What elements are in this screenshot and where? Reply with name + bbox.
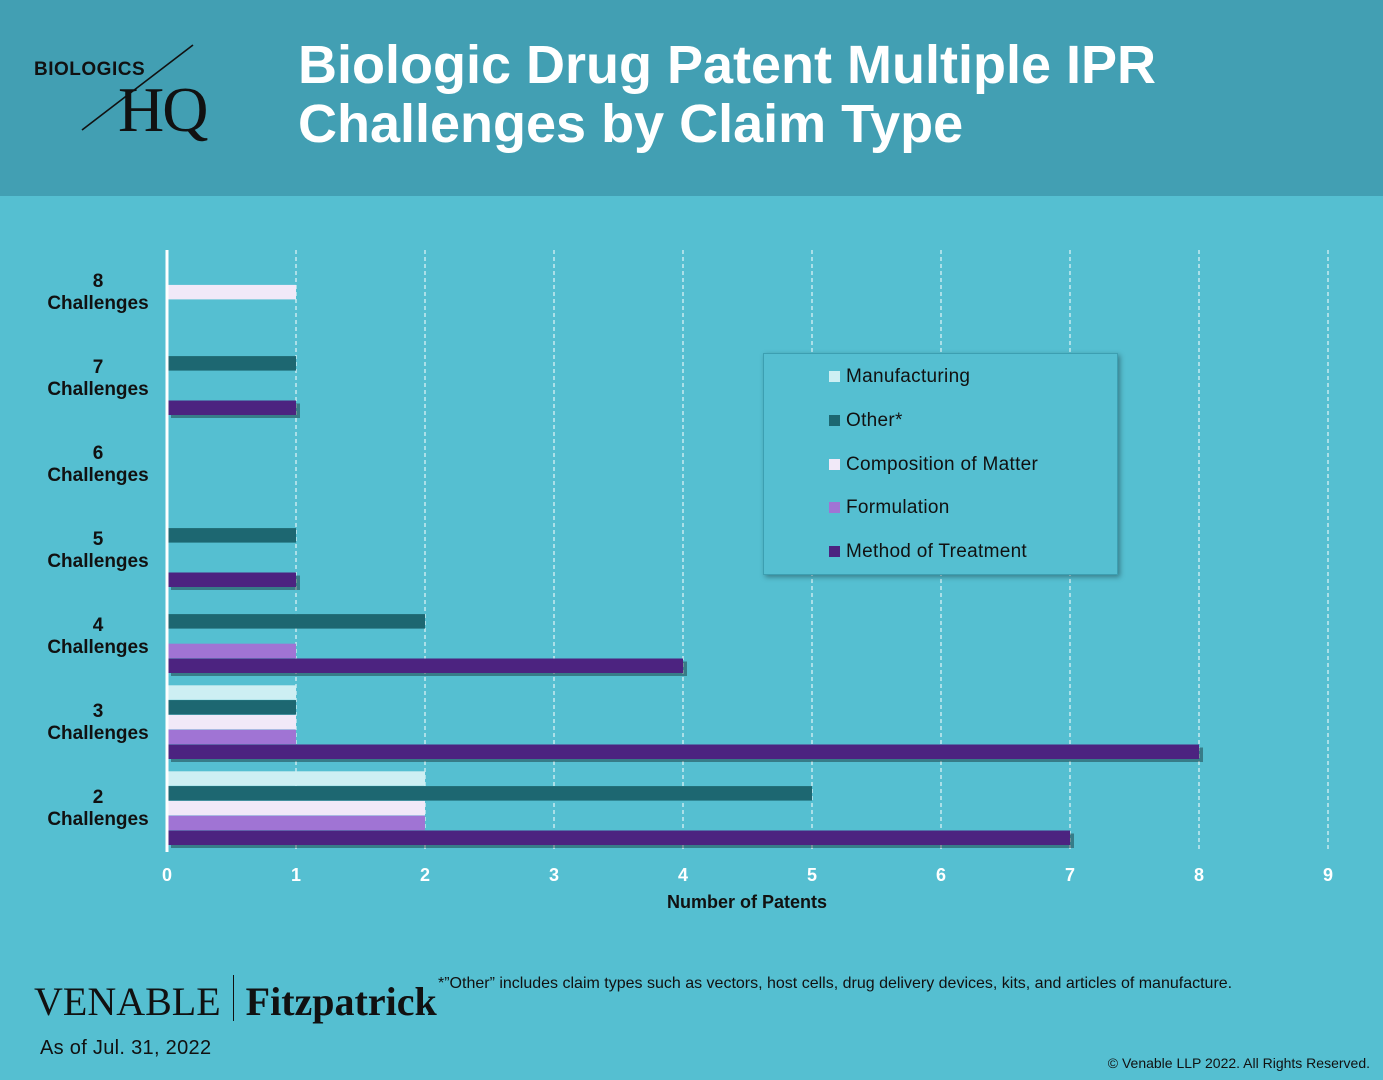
legend-swatch-manufacturing — [829, 371, 840, 382]
x-tick-label-6: 6 — [936, 865, 946, 885]
x-tick-label-9: 9 — [1323, 865, 1333, 885]
x-tick-label-1: 1 — [291, 865, 301, 885]
y-category-label-7: 7 Challenges — [47, 357, 148, 400]
bar-7-challenges-method-of-treatment — [167, 400, 296, 415]
y-category-labels: 8 Challenges 7 Challenges 6 Challenges 5 Challe… — [47, 271, 148, 830]
legend-label-composition-of-matter: Composition of Matter — [846, 453, 1039, 475]
x-tick-label-0: 0 — [162, 865, 172, 885]
legend-label-formulation: Formulation — [846, 497, 950, 519]
y-category-label-3: 3 Challenges — [47, 701, 148, 744]
legend-swatch-method-of-treatment — [829, 546, 840, 558]
bar-5-challenges-other — [167, 528, 296, 543]
bar-2-challenges-formulation — [167, 815, 425, 831]
y-category-label-6: 6 Challenges — [47, 443, 148, 486]
bar-2-challenges-method-of-treatment — [167, 830, 1070, 845]
bar-3-challenges-manufacturing — [167, 685, 296, 700]
firm-name-right: Fitzpatrick — [245, 979, 437, 1024]
legend-swatch-other — [829, 414, 840, 426]
logo-hq-text: HQ — [118, 74, 208, 145]
logo-slash-icon — [81, 44, 194, 131]
logo-biologics-text: BIOLOGICS — [34, 59, 146, 80]
y-category-label-4: 4 Challenges — [47, 615, 148, 658]
x-tick-label-2: 2 — [420, 865, 430, 885]
bar-4-challenges-formulation — [167, 643, 296, 659]
x-tick-label-7: 7 — [1065, 865, 1075, 885]
legend-swatch-composition-of-matter — [829, 458, 840, 470]
page-title: Biologic Drug Patent Multiple IPR Challe… — [298, 35, 1157, 154]
bar-3-challenges-formulation — [167, 729, 296, 745]
firm-name-left: VENABLE — [34, 979, 221, 1024]
bar-2-challenges-other — [167, 786, 812, 801]
footnote: *”Other” includes claim types such as ve… — [438, 975, 1233, 992]
legend-label-method-of-treatment: Method of Treatment — [846, 541, 1028, 563]
bar-2-challenges-manufacturing — [167, 771, 425, 786]
legend-swatch-formulation — [829, 502, 840, 514]
bar-2-challenges-composition-of-matter — [167, 800, 425, 816]
bar-4-challenges-other — [167, 614, 425, 629]
legend-label-other: Other* — [846, 409, 903, 431]
as-of-date: As of Jul. 31, 2022 — [40, 1037, 212, 1059]
y-category-label-8: 8 Challenges — [47, 271, 148, 314]
bar-4-challenges-method-of-treatment — [167, 658, 683, 673]
bar-8-challenges-composition-of-matter — [167, 284, 296, 300]
bar-3-challenges-method-of-treatment — [167, 744, 1199, 759]
chart-bars — [167, 284, 1203, 848]
bar-3-challenges-other — [167, 700, 296, 715]
bar-3-challenges-composition-of-matter — [167, 714, 296, 730]
x-tick-label-4: 4 — [678, 865, 688, 885]
x-axis-label: Number of Patents — [667, 892, 827, 912]
x-tick-label-8: 8 — [1194, 865, 1204, 885]
bar-7-challenges-other — [167, 356, 296, 371]
copyright-notice: © Venable LLP 2022. All Rights Reserved. — [1107, 1055, 1370, 1071]
header-banner: BIOLOGICS HQ Biologic Drug Patent Multip… — [0, 0, 1383, 196]
y-category-label-2: 2 Challenges — [47, 787, 148, 830]
x-tick-label-3: 3 — [549, 865, 559, 885]
y-category-label-5: 5 Challenges — [47, 529, 148, 572]
bar-5-challenges-method-of-treatment — [167, 572, 296, 587]
firm-logo: VENABLE Fitzpatrick — [34, 975, 437, 1025]
chart-legend: Manufacturing Other* Composition of Matter… — [763, 353, 1118, 575]
legend-label-manufacturing: Manufacturing — [846, 366, 971, 387]
x-tick-labels: 0 1 2 3 4 5 6 7 8 9 — [162, 865, 1333, 885]
x-tick-label-5: 5 — [807, 865, 817, 885]
